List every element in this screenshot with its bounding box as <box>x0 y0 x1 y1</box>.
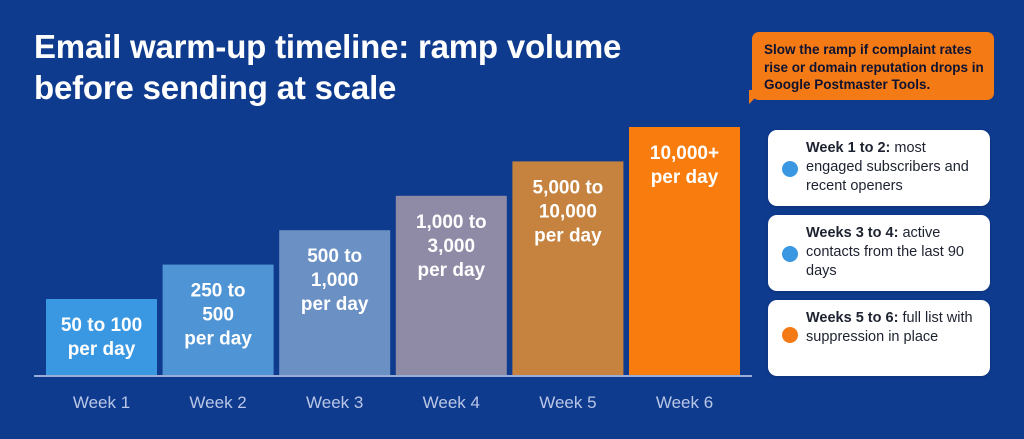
bar-value-label: 250 to <box>191 281 246 302</box>
legend-dot <box>782 161 798 177</box>
bar-value-label: per day <box>651 167 719 188</box>
bar-value-label: 1,000 to <box>416 212 487 233</box>
legend-text: active contacts from the last 90 days <box>806 225 964 279</box>
x-tick-label: Week 1 <box>73 393 130 412</box>
bar-value-label: per day <box>418 260 486 281</box>
callout-note: Slow the ramp if complaint rates rise or… <box>752 32 994 100</box>
x-tick-label: Week 5 <box>539 393 596 412</box>
bar-week-1 <box>46 299 157 375</box>
legend-lead: Weeks 5 to 6: <box>806 310 899 326</box>
bar-week-2 <box>162 264 274 375</box>
bar-value-label: 10,000 <box>539 201 597 222</box>
legend-lead: Week 1 to 2: <box>806 140 891 156</box>
legend-card-week-1-2: Week 1 to 2: most engaged subscribers an… <box>768 130 990 206</box>
bar-value-label: 5,000 to <box>533 177 604 198</box>
page-title: Email warm-up timeline: ramp volume befo… <box>34 28 622 106</box>
bar-value-label: 10,000+ <box>650 143 719 164</box>
bar-value-label: 1,000 <box>311 270 359 291</box>
bar-value-label: per day <box>534 225 602 246</box>
bar-week-6 <box>629 127 740 375</box>
x-tick-label: Week 2 <box>189 393 246 412</box>
bar-week-3 <box>279 230 391 375</box>
legend-dot <box>782 246 798 262</box>
bar-value-label: per day <box>301 294 369 315</box>
x-tick-label: Week 3 <box>306 393 363 412</box>
x-tick-label: Week 4 <box>423 393 480 412</box>
bar-value-label: 500 to <box>307 246 362 267</box>
legend-text: full list with suppression in place <box>806 310 973 345</box>
bar-value-label: 50 to 100 <box>61 315 142 336</box>
bar-value-label: 3,000 <box>428 236 476 257</box>
legend-dot <box>782 327 798 343</box>
bar-value-label: per day <box>68 339 136 360</box>
bar-value-label: 500 <box>202 305 234 326</box>
bar-week-5 <box>512 161 624 375</box>
bar-value-label: per day <box>184 329 252 350</box>
bar-week-4 <box>395 195 507 375</box>
legend-lead: Weeks 3 to 4: <box>806 225 899 241</box>
legend-card-weeks-5-6: Weeks 5 to 6: full list with suppression… <box>768 300 990 376</box>
x-tick-label: Week 6 <box>656 393 713 412</box>
legend-text: most engaged subscribers and recent open… <box>806 140 969 194</box>
legend-card-weeks-3-4: Weeks 3 to 4: active contacts from the l… <box>768 215 990 291</box>
